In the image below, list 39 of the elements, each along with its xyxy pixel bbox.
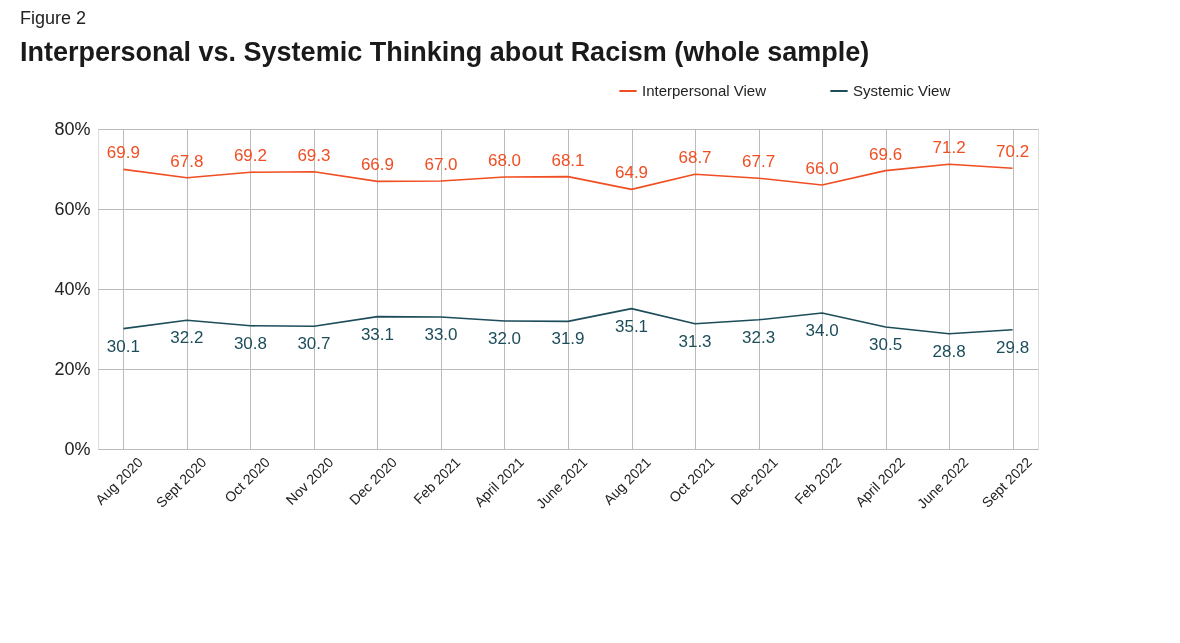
caption: Figure 2 — [20, 8, 87, 28]
y-tick-label: 0% — [64, 438, 91, 459]
data-label: 32.0 — [487, 329, 522, 348]
y-tick-label: 20% — [54, 358, 91, 379]
data-label: 31.3 — [678, 331, 712, 351]
data-label: 69.6 — [869, 144, 903, 164]
data-label: 30.5 — [869, 335, 903, 354]
data-label: 70.2 — [996, 142, 1030, 162]
data-label: 67.7 — [741, 152, 776, 172]
y-tick-label: 40% — [54, 278, 91, 299]
data-label: 30.7 — [297, 334, 331, 354]
data-label: 33.0 — [424, 325, 458, 344]
data-label: 32.3 — [741, 327, 776, 347]
data-label: 68.1 — [551, 150, 585, 170]
data-label: 35.1 — [614, 316, 649, 336]
legend-label: Interpersonal View — [642, 82, 767, 99]
data-label: 64.9 — [614, 163, 649, 183]
data-label: 66.9 — [360, 155, 395, 175]
data-label: 34.0 — [805, 321, 839, 340]
data-label: 28.8 — [932, 341, 966, 361]
data-label: 29.8 — [996, 337, 1030, 357]
data-label: 68.7 — [678, 148, 712, 168]
data-label: 67.8 — [170, 151, 204, 171]
data-label: 71.2 — [932, 138, 966, 158]
y-tick-label: 60% — [54, 198, 91, 219]
legend-label: Systemic View — [853, 82, 951, 99]
data-label: 30.1 — [106, 336, 140, 356]
data-label: 31.9 — [551, 329, 585, 349]
chart-title: Interpersonal vs. Systemic Thinking about Racism (whole sample) — [20, 37, 870, 67]
data-label: 30.8 — [233, 333, 267, 353]
data-label: 32.2 — [170, 328, 204, 348]
data-label: 68.0 — [487, 151, 522, 170]
data-label: 67.0 — [424, 155, 458, 174]
data-label: 69.2 — [233, 146, 267, 166]
data-label: 69.3 — [297, 145, 331, 165]
data-label: 66.0 — [805, 159, 839, 178]
data-label: 69.9 — [106, 143, 140, 163]
data-label: 33.1 — [360, 324, 395, 344]
y-tick-label: 80% — [54, 118, 91, 139]
